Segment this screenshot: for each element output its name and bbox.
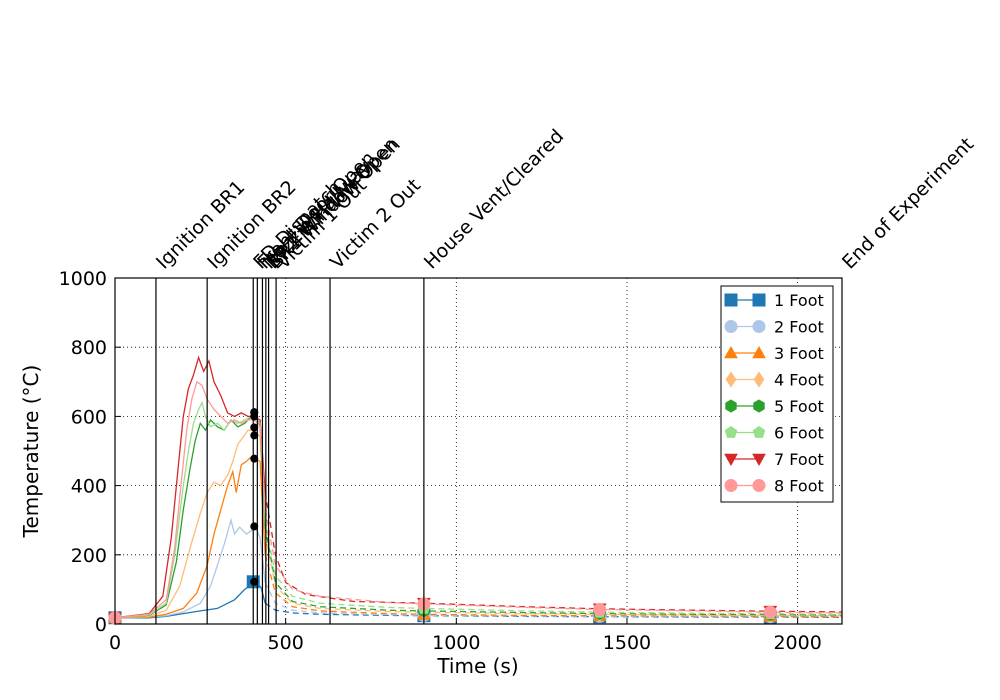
series-line-solid xyxy=(114,517,266,619)
event-point xyxy=(250,454,259,463)
axis-ticks: 0 500 1000 1500 2000 0 200 400 600 800 1000 xyxy=(59,268,822,654)
series-line-dashed xyxy=(264,509,843,614)
legend-marker xyxy=(724,453,738,467)
legend-marker xyxy=(752,453,766,467)
legend-entry: 1 Foot xyxy=(774,291,824,310)
series-line-solid xyxy=(114,380,266,619)
legend-marker xyxy=(752,425,766,438)
legend-marker xyxy=(724,425,738,438)
legend-marker xyxy=(724,320,738,333)
plot-frame xyxy=(114,277,843,625)
x-axis-title: Time (s) xyxy=(436,654,518,678)
series-line-solid xyxy=(114,400,266,619)
series-line-dashed xyxy=(264,492,843,613)
y-tick-label: 1000 xyxy=(59,268,107,290)
legend-marker xyxy=(752,293,766,307)
legend-entry: 2 Foot xyxy=(774,318,824,337)
legend-marker xyxy=(752,479,766,492)
event-label: House Vent/Cleared xyxy=(420,125,568,273)
x-tick-label: 0 xyxy=(109,632,121,654)
y-tick-label: 0 xyxy=(95,614,107,636)
legend-entry: 3 Foot xyxy=(774,344,824,363)
legend-entry: 6 Foot xyxy=(774,424,824,443)
legend-marker xyxy=(725,399,737,413)
event-point xyxy=(250,431,259,440)
y-tick-label: 400 xyxy=(71,476,107,498)
x-tick-label: 2000 xyxy=(773,632,821,654)
event-point xyxy=(250,408,259,417)
event-point xyxy=(250,522,259,531)
event-point xyxy=(250,423,259,432)
legend-marker xyxy=(752,320,766,333)
event-label: End of Experiment xyxy=(838,133,978,273)
legend-entry: 5 Foot xyxy=(774,397,824,416)
y-tick-label: 200 xyxy=(71,545,107,567)
x-tick-label: 1000 xyxy=(432,632,480,654)
legend-marker xyxy=(753,371,765,388)
legend-marker xyxy=(724,293,738,307)
series-line-solid xyxy=(114,355,266,619)
x-tick-label: 500 xyxy=(268,632,304,654)
legend-marker xyxy=(752,345,766,359)
legend-entry: 4 Foot xyxy=(774,371,824,390)
legend-entry: 7 Foot xyxy=(774,450,824,469)
series-line-solid xyxy=(114,457,266,619)
y-axis-title: Temperature (°C) xyxy=(19,365,43,539)
legend-marker xyxy=(724,479,738,492)
y-tick-label: 600 xyxy=(71,406,107,428)
legend-box xyxy=(720,285,834,503)
y-tick-label: 800 xyxy=(71,337,107,359)
legend: 1 Foot 2 Foot 3 Foot 4 Foot 5 Foot 6 Foot 7 Fo… xyxy=(720,285,834,503)
series-line-dashed xyxy=(264,520,843,615)
legend-marker xyxy=(724,345,738,359)
x-tick-label: 1500 xyxy=(603,632,651,654)
legend-entry: 8 Foot xyxy=(774,477,824,496)
series-marker xyxy=(763,605,777,619)
event-point xyxy=(250,577,259,586)
legend-marker xyxy=(753,399,765,413)
series-marker xyxy=(593,602,607,616)
series-line-solid xyxy=(114,429,266,619)
legend-marker xyxy=(725,371,737,388)
event-label: Ignition BR1 xyxy=(152,176,249,273)
series-line-dashed xyxy=(264,533,843,617)
